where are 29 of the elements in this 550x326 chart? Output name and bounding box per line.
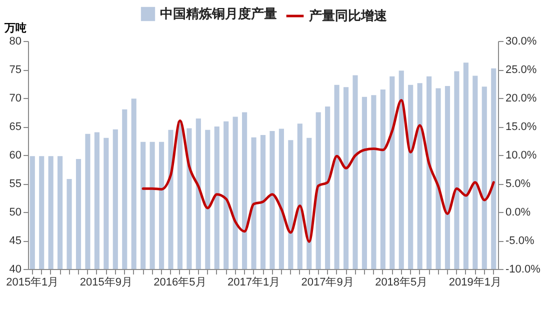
legend-label: 中国精炼铜月度产量	[160, 6, 277, 21]
y-axis-title: 万吨	[4, 22, 26, 34]
x-tick-label: 2017年1月	[227, 276, 280, 288]
y-tick-label: 50	[9, 206, 22, 218]
y2-tick-label: 15.0%	[506, 121, 537, 133]
y-tick-label: 65	[9, 121, 22, 133]
y2-tick-label: 30.0%	[506, 36, 537, 48]
y-tick-label: 40	[9, 264, 22, 276]
x-tick-label: 2018年5月	[375, 276, 428, 288]
y-tick-label: 55	[9, 178, 22, 190]
y-tick-label: 70	[9, 92, 22, 104]
y2-tick-label: 10.0%	[506, 150, 537, 162]
y-tick-label: 60	[9, 150, 22, 162]
y-tick-label: 75	[9, 64, 22, 76]
y2-tick-label: 5.0%	[506, 178, 531, 190]
y2-tick-label: -5.0%	[506, 235, 534, 247]
x-tick-label: 2015年9月	[80, 276, 132, 288]
legend-label: 产量同比增速	[308, 8, 388, 23]
y-tick-label: 45	[9, 235, 22, 247]
x-tick-label: 2019年1月	[448, 276, 502, 288]
x-tick-label: 2016年5月	[154, 276, 206, 288]
y-tick-label: 80	[9, 36, 22, 48]
line-series	[142, 99, 495, 243]
y2-tick-label: -10.0%	[506, 264, 541, 276]
x-tick-label: 2015年1月	[6, 276, 59, 288]
y2-tick-label: 25.0%	[506, 64, 537, 76]
y2-tick-label: 20.0%	[506, 92, 537, 104]
y2-tick-label: 0.0%	[506, 206, 531, 218]
x-tick-label: 2017年9月	[301, 276, 354, 288]
